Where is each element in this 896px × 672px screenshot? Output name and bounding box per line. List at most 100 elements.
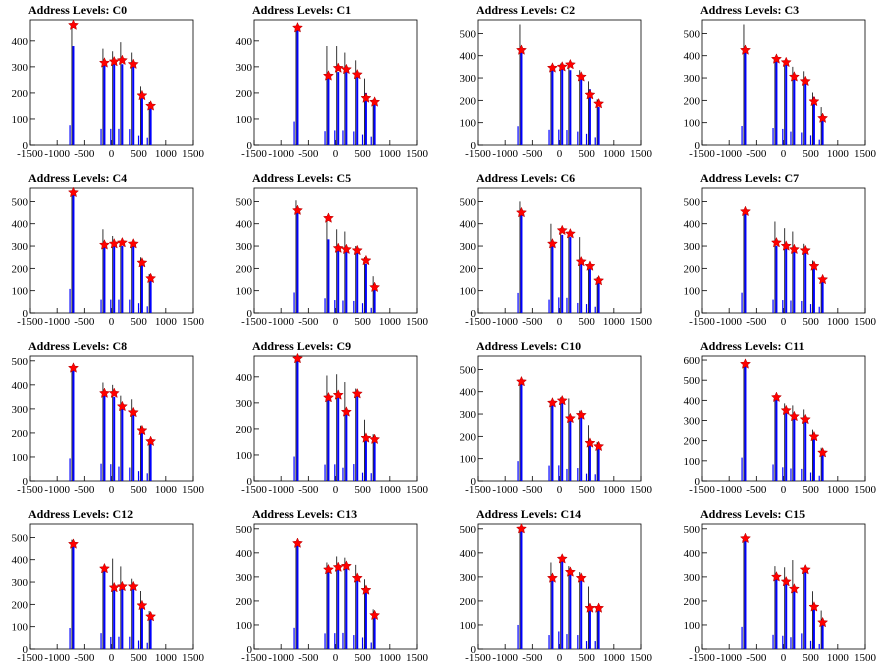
histogram-bar <box>577 131 579 145</box>
y-tick-label: 300 <box>460 73 477 85</box>
x-tick-label: 1000 <box>827 148 850 160</box>
peak-marker <box>116 580 128 592</box>
y-tick-label: 0 <box>23 140 29 152</box>
y-tick-label: 500 <box>12 532 29 544</box>
y-tick-label: 400 <box>460 219 477 231</box>
y-tick-label: 100 <box>12 452 29 464</box>
histogram-bar <box>551 246 554 313</box>
histogram-bar <box>353 131 355 145</box>
histogram-bar <box>149 279 152 313</box>
histogram-bar <box>594 137 596 145</box>
histogram-bar <box>782 128 784 145</box>
y-tick-label: 100 <box>460 620 477 632</box>
histogram-plot: Address Levels: C15 0 100 200 300 400 500 -1500… <box>684 507 877 664</box>
histogram-bar <box>818 306 820 313</box>
histogram-bar <box>577 468 579 481</box>
histogram-bar <box>337 397 340 481</box>
x-tick-label: -1500 <box>689 316 715 328</box>
x-tick-label: 1500 <box>854 652 877 664</box>
y-tick-label: 300 <box>684 572 701 584</box>
histogram-bar <box>790 637 792 649</box>
histogram-bar <box>812 438 815 481</box>
histogram-bar <box>373 287 376 313</box>
histogram-bar <box>324 633 326 649</box>
x-tick-label: -1000 <box>716 484 742 496</box>
peak-marker <box>351 68 363 80</box>
peak-marker <box>369 609 381 621</box>
x-tick-label: 0 <box>781 148 787 160</box>
x-tick-label: 1000 <box>603 652 626 664</box>
histogram-bar <box>100 299 102 313</box>
peak-marker <box>564 227 576 239</box>
histogram-bar <box>129 467 131 481</box>
histogram-bar <box>585 473 588 481</box>
x-tick-label: 1500 <box>182 148 205 160</box>
histogram-plot: Address Levels: C60100200300400500-1500-… <box>460 171 653 328</box>
histogram-bar <box>569 420 572 481</box>
peak-marker <box>575 255 587 267</box>
x-tick-label: -500 <box>298 484 319 496</box>
x-tick-label: 1500 <box>182 484 205 496</box>
histogram-bar <box>132 246 135 313</box>
chart-title: Address Levels: C13 <box>252 507 357 521</box>
histogram-bar <box>364 439 367 481</box>
peak-marker <box>351 572 363 583</box>
peak-marker <box>515 522 528 534</box>
x-tick-label: -500 <box>74 652 95 664</box>
histogram-bar <box>293 456 295 481</box>
histogram-bar <box>137 303 140 313</box>
histogram-bar <box>345 414 348 481</box>
histogram-bar <box>121 246 124 313</box>
histogram-plot: Address Levels: C40100200300400500-1500-… <box>12 171 205 328</box>
histogram-bar <box>373 103 376 145</box>
peak-marker <box>127 580 139 592</box>
histogram-bar <box>146 306 148 313</box>
y-tick-label: 100 <box>460 286 477 298</box>
y-tick-label: 500 <box>460 524 477 536</box>
peak-marker <box>799 244 811 256</box>
histogram-bar <box>566 634 568 649</box>
histogram-bar <box>149 442 152 481</box>
histogram-bar <box>548 635 550 649</box>
peak-marker <box>584 260 596 271</box>
peak-marker <box>799 563 811 575</box>
histogram-bar <box>744 211 747 313</box>
chart-title: Address Levels: C9 <box>252 339 351 353</box>
x-tick-label: 0 <box>781 484 787 496</box>
peak-marker <box>116 400 128 412</box>
histogram-bar <box>137 471 140 481</box>
y-tick-label: 100 <box>12 622 29 634</box>
x-tick-label: 500 <box>802 484 819 496</box>
peak-marker <box>145 272 157 284</box>
y-tick-label: 100 <box>236 620 253 632</box>
y-tick-label: 100 <box>684 286 701 298</box>
histogram-bar <box>566 130 568 145</box>
histogram-bar <box>520 212 523 313</box>
x-tick-label: -1000 <box>268 484 294 496</box>
y-tick-label: 300 <box>460 572 477 584</box>
plot-frame <box>253 19 418 146</box>
histogram-bar <box>790 468 792 481</box>
histogram-bar <box>594 306 596 313</box>
x-tick-label: 500 <box>130 316 147 328</box>
histogram-bar <box>361 637 364 649</box>
histogram-bar <box>804 420 807 481</box>
y-tick-label: 200 <box>236 424 253 436</box>
peak-marker <box>546 572 558 583</box>
y-tick-label: 300 <box>236 241 253 253</box>
histogram-bar <box>324 131 326 145</box>
chart-title: Address Levels: C6 <box>476 171 575 185</box>
histogram-plot: Address Levels: C11 0 100 200 300 400 500 600 -1… <box>684 339 877 496</box>
histogram-bar <box>772 128 774 145</box>
plot-frame <box>477 523 642 650</box>
peak-marker <box>575 409 587 420</box>
y-tick-label: 200 <box>684 263 701 275</box>
histogram-bar <box>356 252 359 313</box>
histogram-bar <box>324 298 326 313</box>
x-tick-label: -1500 <box>241 316 267 328</box>
y-tick-label: 400 <box>12 219 29 231</box>
x-tick-label: 1500 <box>854 148 877 160</box>
histogram-bar <box>588 268 591 313</box>
histogram-bar <box>129 636 131 649</box>
